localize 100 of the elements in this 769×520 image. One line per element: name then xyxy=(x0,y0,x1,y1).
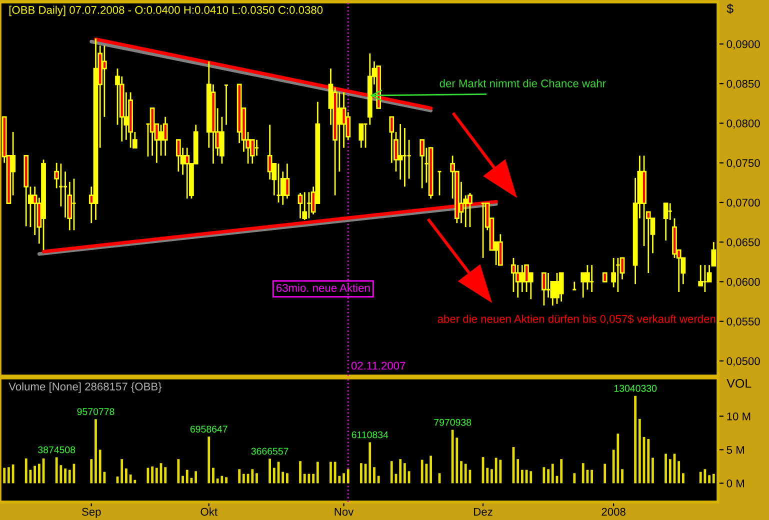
bar xyxy=(330,462,332,484)
bar xyxy=(520,470,524,484)
data-label: 3874508 xyxy=(38,446,76,454)
bar xyxy=(186,470,188,484)
bar xyxy=(430,456,432,484)
candlestick xyxy=(267,124,272,180)
bar xyxy=(312,474,315,484)
x-tick-label: Dez xyxy=(474,508,492,516)
y-tick-label: 0,0500 xyxy=(726,357,760,366)
bar xyxy=(682,473,684,484)
bar xyxy=(182,476,184,484)
y-tick-label: 0,0550 xyxy=(726,318,760,327)
bar xyxy=(286,473,288,484)
bar xyxy=(272,468,276,484)
candlestick xyxy=(358,123,364,148)
bar xyxy=(90,459,93,484)
bar xyxy=(225,477,228,484)
bar xyxy=(542,467,546,484)
data-label: 3666557 xyxy=(251,448,288,455)
candlestick xyxy=(580,272,586,298)
y-tick-label: 0,0850 xyxy=(726,80,760,90)
candlestick xyxy=(176,139,181,172)
candlestick xyxy=(611,257,616,288)
bar xyxy=(499,460,502,484)
bar xyxy=(420,460,424,484)
bar xyxy=(55,457,58,484)
y-tick-label: 0 M xyxy=(726,480,744,488)
bar xyxy=(268,458,271,484)
bar xyxy=(664,454,667,484)
bar xyxy=(299,461,302,484)
bar xyxy=(390,461,393,484)
bar xyxy=(678,461,680,484)
annotation: aber die neuen Aktien dürfen bis 0,057$ verkauft werden xyxy=(438,314,716,324)
y-axis-title: VOL xyxy=(726,378,752,388)
bar xyxy=(373,467,376,484)
bar xyxy=(490,469,493,484)
candlestick xyxy=(336,92,342,172)
bar xyxy=(530,471,532,484)
bar xyxy=(699,472,702,484)
candlestick xyxy=(298,192,303,220)
bar xyxy=(64,468,66,484)
bar xyxy=(194,471,198,484)
x-tick-label: Okt xyxy=(200,508,218,516)
candlestick xyxy=(184,147,190,200)
y-tick-label: 0,0800 xyxy=(726,120,760,129)
bar xyxy=(34,466,36,484)
bar xyxy=(208,436,210,484)
y-tick-label: 0,0600 xyxy=(726,278,760,288)
bar xyxy=(494,458,498,484)
y-tick-label: 0,0900 xyxy=(726,40,760,50)
data-label: 6110834 xyxy=(352,431,388,438)
candlestick xyxy=(663,202,668,242)
bar xyxy=(12,464,14,484)
bar xyxy=(242,474,245,484)
bar xyxy=(282,472,284,484)
bar xyxy=(621,469,624,484)
bar xyxy=(256,473,258,484)
bar xyxy=(120,459,124,484)
bar xyxy=(342,473,345,484)
y-tick-label: 10 M xyxy=(727,412,750,420)
bar xyxy=(216,478,219,484)
candlestick xyxy=(558,272,564,302)
ref-line-label: 02.11.2007 xyxy=(351,362,406,370)
bar xyxy=(3,468,6,484)
bar xyxy=(334,462,336,484)
data-label: 9570778 xyxy=(77,408,114,416)
bar xyxy=(486,468,489,484)
bar xyxy=(582,463,584,484)
annotation: der Markt nimmt die Chance wahr xyxy=(440,79,606,88)
bar xyxy=(712,474,715,484)
bar xyxy=(573,473,576,484)
y-axis-title: $ xyxy=(726,4,734,14)
candlestick xyxy=(498,233,503,266)
bar xyxy=(24,458,28,484)
bar xyxy=(604,464,606,484)
bar xyxy=(346,469,350,484)
bar xyxy=(634,396,637,484)
bar xyxy=(464,464,467,484)
bar xyxy=(303,474,306,484)
bar xyxy=(460,461,462,484)
bar xyxy=(403,463,406,484)
bar xyxy=(708,475,710,484)
candlestick xyxy=(542,272,546,306)
bar xyxy=(638,418,641,484)
bar xyxy=(164,467,167,484)
bar xyxy=(134,480,136,484)
y-tick-label: 0,0700 xyxy=(726,198,760,208)
bar xyxy=(647,438,650,484)
bar xyxy=(547,469,550,484)
bar xyxy=(516,459,520,484)
bar xyxy=(377,476,380,484)
bar xyxy=(155,468,158,484)
bar xyxy=(94,419,97,484)
bar xyxy=(451,430,454,484)
bar xyxy=(251,469,254,484)
chart-title: Volume [None] 2868157 {OBB} xyxy=(8,382,162,393)
candlestick xyxy=(420,139,425,189)
bar xyxy=(590,470,594,484)
data-label: 6958647 xyxy=(190,426,228,433)
bar xyxy=(652,458,654,484)
